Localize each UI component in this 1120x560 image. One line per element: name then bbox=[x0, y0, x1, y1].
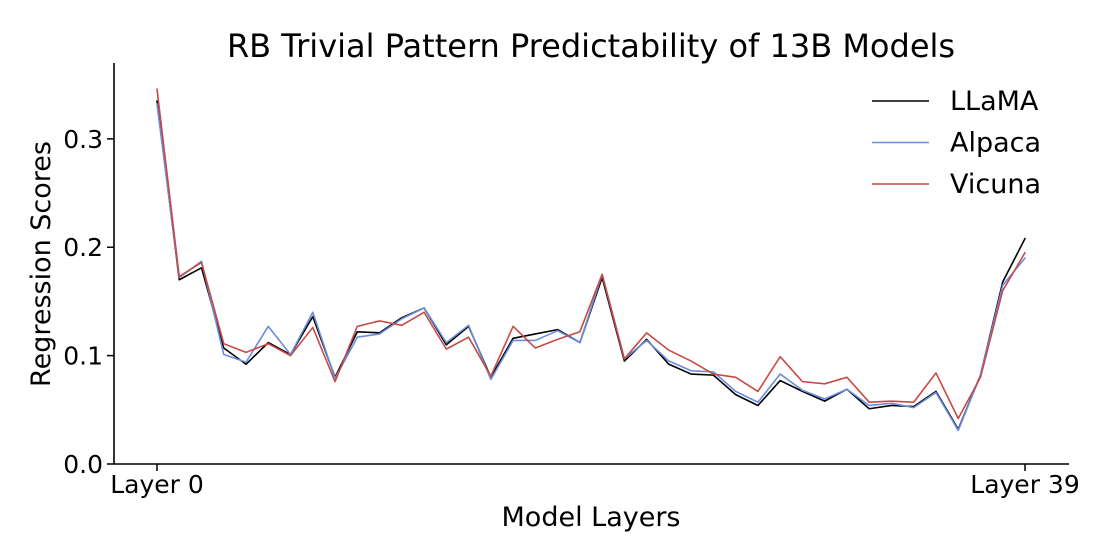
y-tick-label: 0.3 bbox=[63, 125, 103, 154]
plot-area: 0.0 0.1 0.2 0.3 Layer 0 Layer 39 bbox=[63, 63, 1080, 499]
y-tick-label: 0.0 bbox=[63, 450, 103, 479]
y-ticks: 0.0 0.1 0.2 0.3 bbox=[63, 125, 114, 479]
x-axis-label: Model Layers bbox=[502, 502, 681, 533]
chart-title: RB Trivial Pattern Predictability of 13B… bbox=[227, 27, 955, 65]
series-line-llama bbox=[156, 100, 1026, 431]
series-lines bbox=[156, 88, 1026, 432]
x-ticks: Layer 0 Layer 39 bbox=[110, 464, 1080, 499]
legend: LLaMA Alpaca Vicuna bbox=[872, 86, 1041, 200]
y-axis-label: Regression Scores bbox=[26, 141, 57, 387]
series-line-vicuna bbox=[156, 88, 1026, 420]
legend-label-llama: LLaMA bbox=[950, 86, 1039, 117]
series-line-alpaca bbox=[156, 103, 1026, 432]
y-tick-label: 0.2 bbox=[63, 233, 103, 262]
legend-label-alpaca: Alpaca bbox=[950, 128, 1041, 159]
y-tick-label: 0.1 bbox=[63, 342, 103, 371]
x-tick-label: Layer 39 bbox=[970, 470, 1079, 499]
legend-label-vicuna: Vicuna bbox=[950, 169, 1041, 200]
x-tick-label: Layer 0 bbox=[110, 470, 204, 499]
